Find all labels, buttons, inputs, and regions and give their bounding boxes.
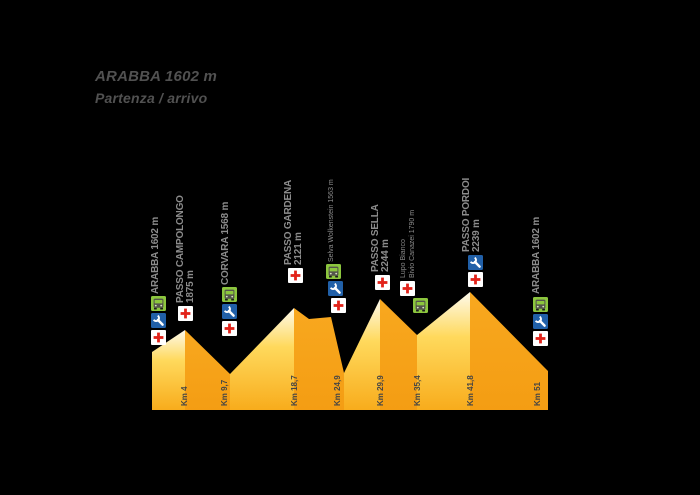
cross-icon — [533, 331, 548, 346]
descent-to-selva — [294, 308, 344, 410]
page-title: ARABBA 1602 m — [95, 68, 218, 85]
km-marker: Km 4 — [180, 386, 189, 406]
wrench-icon — [151, 313, 166, 328]
waypoint-label-corvara: CORVARA 1568 m — [220, 201, 231, 285]
climb-to-sella — [344, 299, 380, 410]
waypoint-label-line: ARABBA 1602 m — [150, 216, 161, 294]
cross-icon — [331, 298, 346, 313]
cross-icon — [288, 268, 303, 283]
waypoint-label-line: Bivio Canazei 1790 m — [409, 209, 416, 278]
km-marker: Km 29,9 — [376, 375, 385, 406]
climb-to-gardena — [230, 308, 294, 410]
climb-to-campolongo — [152, 330, 185, 410]
descent-to-corvara — [185, 330, 230, 410]
cross-icon — [151, 330, 166, 345]
waypoint-label-line: 2244 m — [380, 239, 391, 272]
wrench-icon — [328, 281, 343, 296]
bus-icon — [413, 298, 428, 313]
waypoint-label-passo-sella: PASSO SELLA 2244 m — [370, 204, 391, 272]
climb-to-pordoi — [417, 292, 470, 410]
km-marker: Km 18,7 — [290, 375, 299, 406]
waypoint-label-line: ARABBA 1602 m — [531, 216, 542, 294]
waypoint-label-line: 2239 m — [471, 219, 482, 252]
mountain-profile — [152, 292, 548, 410]
wrench-icon — [468, 255, 483, 270]
waypoint-label-line: 1875 m — [185, 270, 196, 303]
waypoint-label-passo-campolongo: PASSO CAMPOLONGO 1875 m — [175, 195, 196, 303]
bus-icon — [533, 297, 548, 312]
page-subtitle: Partenza / arrivo — [95, 90, 208, 106]
bus-icon — [222, 287, 237, 302]
wrench-icon — [222, 304, 237, 319]
cross-icon — [375, 275, 390, 290]
waypoint-label-line: Lupo Bianco — [400, 239, 407, 278]
cross-icon — [400, 281, 415, 296]
descent-to-lupo-bianco — [380, 299, 417, 410]
waypoint-label-arabba-end: ARABBA 1602 m — [531, 216, 542, 294]
km-marker: Km 9,7 — [220, 379, 229, 406]
descent-to-arabba — [470, 292, 548, 410]
waypoint-label-selva-wolkenstein: Selva Wolkenstein 1563 m — [327, 179, 336, 262]
cross-icon — [468, 272, 483, 287]
cross-icon — [178, 306, 193, 321]
wrench-icon — [533, 314, 548, 329]
bus-icon — [326, 264, 341, 279]
waypoint-label-arabba-start: ARABBA 1602 m — [150, 216, 161, 294]
waypoint-label-line: 2121 m — [293, 232, 304, 265]
waypoint-label-lupo-bianco: Lupo Bianco Bivio Canazei 1790 m — [399, 210, 417, 278]
waypoint-label-passo-pordoi: PASSO PORDOI 2239 m — [461, 178, 482, 252]
km-marker: Km 41,8 — [466, 375, 475, 406]
bus-icon — [151, 296, 166, 311]
waypoint-label-line: Selva Wolkenstein 1563 m — [328, 179, 335, 262]
waypoint-label-passo-gardena: PASSO GARDENA 2121 m — [283, 180, 304, 265]
waypoint-label-line: CORVARA 1568 m — [220, 201, 231, 285]
km-marker: Km 35,4 — [413, 375, 422, 406]
cross-icon — [222, 321, 237, 336]
km-marker: Km 51 — [533, 381, 542, 406]
km-marker: Km 24,9 — [333, 375, 342, 406]
